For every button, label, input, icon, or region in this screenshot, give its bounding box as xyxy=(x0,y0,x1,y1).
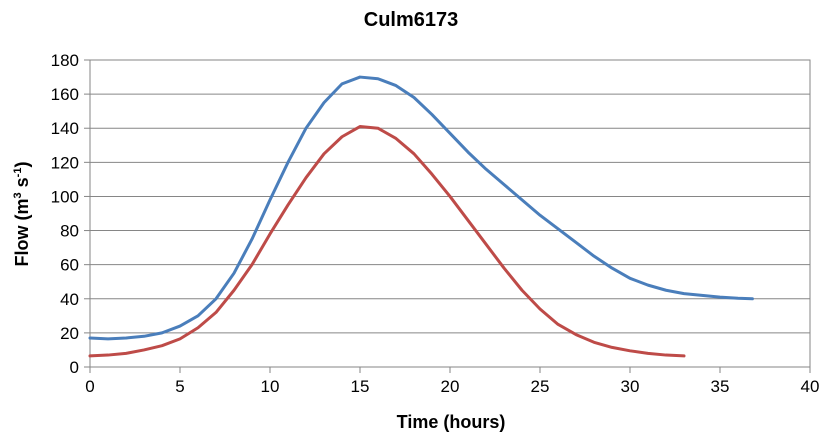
x-tick-label-15: 15 xyxy=(351,377,370,396)
x-axis-ticks: 0 5 10 15 20 25 30 35 40 xyxy=(85,367,819,396)
x-tick-label-25: 25 xyxy=(531,377,550,396)
x-tick-label-40: 40 xyxy=(801,377,820,396)
y-tick-label-0: 0 xyxy=(70,358,79,377)
y-tick-label-140: 140 xyxy=(51,119,79,138)
y-axis-label-middle: s xyxy=(12,177,32,192)
x-tick-label-35: 35 xyxy=(711,377,730,396)
x-tick-label-30: 30 xyxy=(621,377,640,396)
y-axis-label: Flow (m3 s-1) xyxy=(12,162,32,267)
x-tick-label-5: 5 xyxy=(175,377,184,396)
x-tick-label-20: 20 xyxy=(441,377,460,396)
y-tick-label-40: 40 xyxy=(60,290,79,309)
y-tick-label-80: 80 xyxy=(60,222,79,241)
series-line-1 xyxy=(88,75,754,341)
y-tick-label-60: 60 xyxy=(60,256,79,275)
x-axis-label: Time (hours) xyxy=(397,412,506,432)
plot-area-border xyxy=(89,59,811,368)
data-series xyxy=(88,75,754,358)
x-tick-label-0: 0 xyxy=(85,377,94,396)
x-tick-label-10: 10 xyxy=(261,377,280,396)
y-axis-label-superscript-1: 3 xyxy=(12,192,24,198)
axes xyxy=(89,59,811,368)
y-axis-label-prefix: Flow (m xyxy=(12,198,32,266)
y-tick-label-120: 120 xyxy=(51,153,79,172)
y-tick-label-160: 160 xyxy=(51,85,79,104)
chart-title: Culm6173 xyxy=(364,9,459,31)
y-axis-label-suffix: ) xyxy=(12,162,32,168)
y-tick-label-20: 20 xyxy=(60,324,79,343)
y-axis-ticks: 0 20 40 60 80 100 120 140 160 180 xyxy=(51,51,90,377)
y-axis-label-superscript-2: -1 xyxy=(12,168,24,178)
y-tick-label-100: 100 xyxy=(51,187,79,206)
y-tick-label-180: 180 xyxy=(51,51,79,70)
series-line-2 xyxy=(88,125,686,358)
